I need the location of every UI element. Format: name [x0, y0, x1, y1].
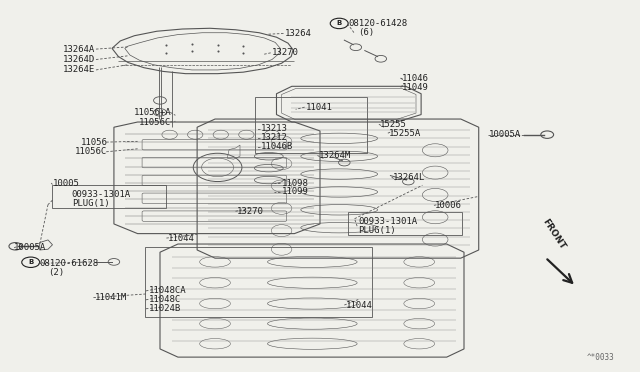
- Text: 08120-61428: 08120-61428: [349, 19, 408, 28]
- Text: 13264M: 13264M: [319, 151, 351, 160]
- Text: 11056C: 11056C: [140, 118, 172, 126]
- Text: 11048C: 11048C: [148, 295, 180, 304]
- Text: (6): (6): [358, 28, 374, 37]
- Text: 11044: 11044: [346, 301, 372, 310]
- Text: ^*0033: ^*0033: [587, 353, 614, 362]
- Text: B: B: [337, 20, 342, 26]
- Bar: [52, 185, 166, 208]
- Text: 00933-1301A: 00933-1301A: [358, 217, 417, 226]
- Text: 13264E: 13264E: [63, 65, 95, 74]
- Text: 15255A: 15255A: [389, 129, 421, 138]
- Text: 10005: 10005: [52, 179, 79, 187]
- Text: 08120-61628: 08120-61628: [40, 259, 99, 268]
- Text: 10006: 10006: [435, 201, 462, 210]
- Text: 13264: 13264: [285, 29, 312, 38]
- Text: 00933-1301A: 00933-1301A: [72, 190, 131, 199]
- Text: 11046B: 11046B: [261, 142, 293, 151]
- Text: 11098: 11098: [282, 179, 308, 187]
- Text: B: B: [28, 259, 33, 265]
- Text: PLUG(1): PLUG(1): [72, 199, 109, 208]
- Text: 11041: 11041: [306, 103, 333, 112]
- Text: 10005A: 10005A: [14, 243, 46, 252]
- Text: 13270: 13270: [272, 48, 299, 57]
- Text: 11044: 11044: [168, 234, 195, 243]
- Text: 11024B: 11024B: [148, 304, 180, 313]
- Text: FRONT: FRONT: [540, 218, 566, 251]
- Text: 11099: 11099: [282, 187, 308, 196]
- Text: 15255: 15255: [380, 120, 407, 129]
- Text: 11041M: 11041M: [95, 293, 127, 302]
- Text: 13270: 13270: [237, 207, 264, 216]
- Text: 11049: 11049: [402, 83, 429, 92]
- Text: 13264L: 13264L: [393, 173, 425, 182]
- Text: 13213: 13213: [261, 124, 288, 133]
- Bar: [255, 97, 367, 153]
- Bar: [348, 212, 462, 235]
- Text: 11046: 11046: [402, 74, 429, 83]
- Text: 11056: 11056: [81, 138, 108, 147]
- Text: 13264D: 13264D: [63, 55, 95, 64]
- Text: 11056C: 11056C: [76, 147, 108, 156]
- Text: 11048CA: 11048CA: [148, 286, 186, 295]
- Text: PLUG(1): PLUG(1): [358, 226, 396, 235]
- Text: 10005A: 10005A: [489, 130, 521, 139]
- Text: 11056+A: 11056+A: [134, 108, 172, 117]
- Bar: [145, 247, 372, 317]
- Text: 13212: 13212: [261, 133, 288, 142]
- Text: 13264A: 13264A: [63, 45, 95, 54]
- Text: (2): (2): [48, 268, 64, 277]
